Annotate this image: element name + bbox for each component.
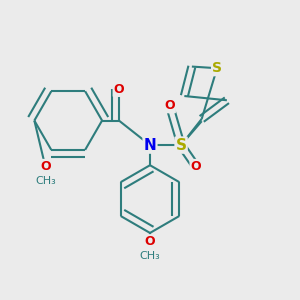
Text: O: O: [145, 235, 155, 248]
Text: CH₃: CH₃: [35, 176, 56, 186]
Text: N: N: [144, 138, 156, 153]
Text: CH₃: CH₃: [140, 251, 160, 261]
Text: S: S: [212, 61, 222, 75]
Text: O: O: [164, 99, 175, 112]
Text: O: O: [40, 160, 51, 173]
Text: O: O: [114, 83, 124, 96]
Text: O: O: [190, 160, 201, 173]
Text: S: S: [176, 138, 187, 153]
